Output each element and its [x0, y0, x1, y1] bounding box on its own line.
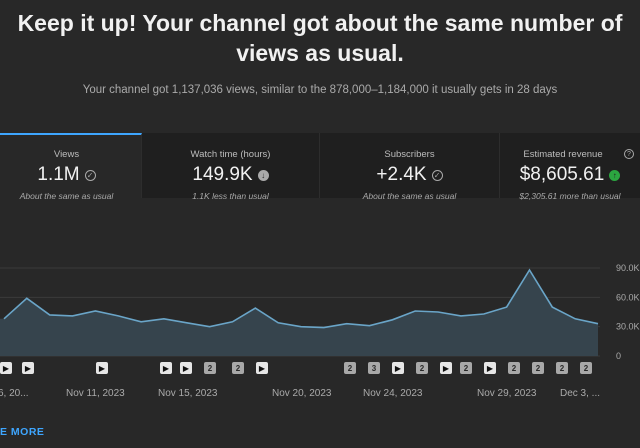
metric-label: Estimated revenue — [523, 149, 603, 160]
x-tick-label: Nov 29, 2023 — [477, 388, 537, 399]
help-icon[interactable]: ? — [624, 149, 634, 159]
metric-comparison: About the same as usual — [362, 191, 457, 201]
y-tick-label: 30.0K — [616, 322, 640, 332]
video-upload-marker[interactable]: ▶ — [0, 362, 12, 374]
metric-value: +2.4K — [376, 164, 427, 185]
shorts-upload-marker[interactable]: 2 — [232, 362, 244, 374]
check-circle-icon: ✓ — [431, 169, 443, 181]
shorts-upload-marker[interactable]: 2 — [460, 362, 472, 374]
arrow-down-circle-icon: ↓ — [257, 169, 269, 181]
headline: Keep it up! Your channel got about the s… — [17, 10, 623, 66]
video-upload-marker[interactable]: ▶ — [180, 362, 192, 374]
shorts-upload-marker[interactable]: 2 — [556, 362, 568, 374]
x-tick-label: Nov 15, 2023 — [158, 388, 218, 399]
metric-comparison: 1.1K less than usual — [192, 191, 269, 201]
metric-comparison: $2,305.61 more than usual — [519, 191, 621, 201]
shorts-upload-marker[interactable]: 2 — [344, 362, 356, 374]
shorts-upload-marker[interactable]: 2 — [204, 362, 216, 374]
video-upload-marker[interactable]: ▶ — [96, 362, 108, 374]
x-tick-label: 6, 20... — [0, 388, 29, 399]
x-tick-label: Nov 20, 2023 — [272, 388, 332, 399]
summary-text: Your channel got 1,137,036 views, simila… — [82, 84, 558, 96]
y-tick-label: 90.0K — [616, 263, 640, 273]
chart-area-fill — [0, 270, 598, 356]
check-circle-icon: ✓ — [84, 169, 96, 181]
metric-label: Subscribers — [384, 149, 435, 160]
x-tick-label: Nov 24, 2023 — [363, 388, 423, 399]
arrow-up-circle-icon: ↑ — [609, 169, 621, 181]
video-upload-marker[interactable]: ▶ — [484, 362, 496, 374]
metric-value: 149.9K — [192, 164, 253, 185]
video-upload-marker[interactable]: ▶ — [256, 362, 268, 374]
shorts-upload-marker[interactable]: 2 — [532, 362, 544, 374]
chart-series-line — [3, 268, 599, 329]
metric-tab-revenue[interactable]: Estimated revenue ? $8,605.61 ↑ $2,305.61… — [500, 133, 640, 201]
x-tick-label: Dec 3, ... — [560, 388, 601, 399]
y-tick-label: 60.0K — [616, 292, 640, 302]
shorts-upload-marker[interactable]: 2 — [508, 362, 520, 374]
y-tick-label: 0 — [616, 351, 621, 361]
shorts-upload-marker[interactable]: 3 — [368, 362, 380, 374]
video-upload-marker[interactable]: ▶ — [22, 362, 34, 374]
metric-tab-watch-time[interactable]: Watch time (hours) 149.9K ↓ 1.1K less tha… — [142, 133, 320, 201]
metric-tab-views[interactable]: Views 1.1M ✓ About the same as usual — [0, 133, 142, 201]
shorts-upload-marker[interactable]: 2 — [580, 362, 592, 374]
metric-value: $8,605.61 — [519, 164, 605, 185]
metric-label: Watch time (hours) — [190, 149, 271, 160]
see-more-link[interactable]: E MORE — [0, 426, 45, 438]
metric-value: 1.1M — [37, 164, 80, 185]
metric-tab-subscribers[interactable]: Subscribers +2.4K ✓ About the same as usu… — [320, 133, 500, 201]
x-tick-label: Nov 11, 2023 — [66, 388, 125, 399]
metric-comparison: About the same as usual — [19, 191, 114, 201]
metric-label: Views — [53, 149, 80, 160]
shorts-upload-marker[interactable]: 2 — [416, 362, 428, 374]
y-axis-ticks: 90.0K 60.0K 30.0K 0 — [616, 263, 640, 361]
video-upload-marker[interactable]: ▶ — [392, 362, 404, 374]
video-upload-marker[interactable]: ▶ — [440, 362, 452, 374]
views-chart: 90.0K 60.0K 30.0K 0 — [0, 263, 640, 361]
video-upload-marker[interactable]: ▶ — [160, 362, 172, 374]
metrics-tabs: Views 1.1M ✓ About the same as usual Watc… — [0, 133, 640, 201]
